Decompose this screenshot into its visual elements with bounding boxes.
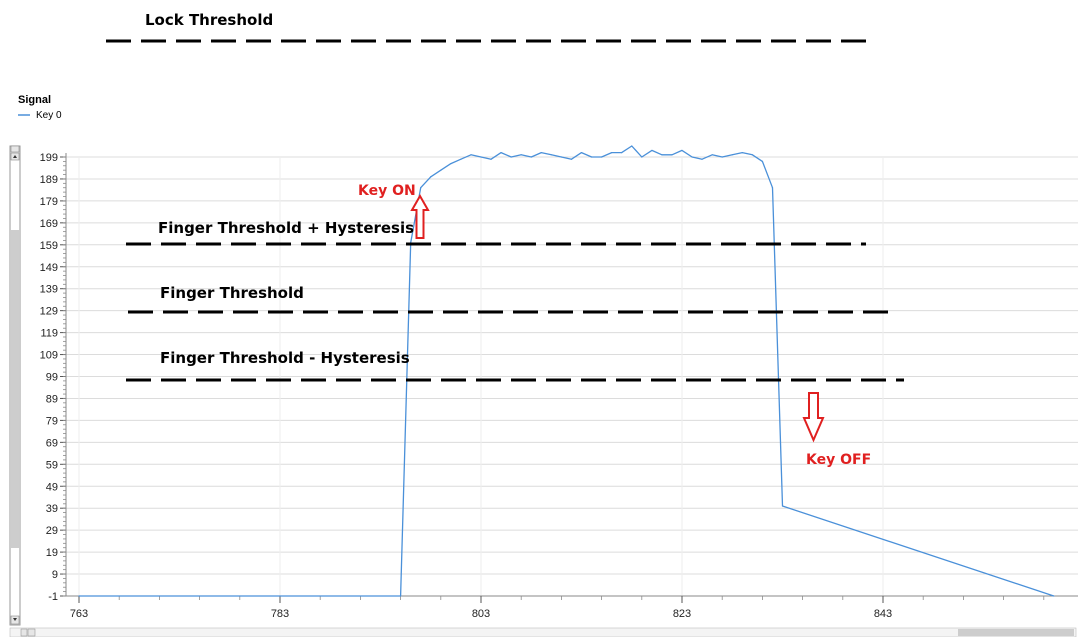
series-point <box>781 505 784 507</box>
series-point <box>580 152 583 154</box>
series-point <box>701 158 703 160</box>
series-point <box>671 154 673 156</box>
scroll-left-icon[interactable] <box>27 628 36 637</box>
y-tick-label: 179 <box>40 196 58 208</box>
series-point <box>530 156 532 158</box>
y-tick-label: -1 <box>48 591 58 603</box>
series-point <box>540 152 542 154</box>
series-point <box>490 158 492 160</box>
y-tick-label: 139 <box>40 284 58 296</box>
y-tick-label: 159 <box>40 240 58 252</box>
series-point <box>771 187 774 189</box>
series-point <box>590 156 593 158</box>
y-tick-label: 99 <box>46 372 58 384</box>
series-point <box>440 169 442 171</box>
y-axis: 1991891791691591491391291191099989796959… <box>40 152 67 603</box>
series-point <box>691 156 693 158</box>
threshold-lock: Lock Threshold <box>106 11 876 43</box>
plot-area: 1991891791691591491391291191099989796959… <box>40 145 1078 620</box>
series-point <box>400 595 402 597</box>
series-point <box>570 158 573 160</box>
series-point <box>450 162 452 165</box>
series-point <box>731 154 733 156</box>
vertical-scrollbar[interactable] <box>9 145 21 626</box>
key-off-label: Key OFF <box>806 452 871 468</box>
y-tick-label: 29 <box>46 525 58 537</box>
y-tick-label: 89 <box>46 393 58 405</box>
y-tick-label: 59 <box>46 459 58 471</box>
y-tick-label: 69 <box>46 437 58 449</box>
series-point <box>611 152 613 154</box>
series-point <box>560 156 563 158</box>
key-on-label: Key ON <box>358 183 416 199</box>
y-tick-label: 149 <box>40 262 58 274</box>
y-tick-label: 129 <box>40 306 58 318</box>
y-tick-label: 19 <box>46 547 58 559</box>
key-on-annotation: Key ON <box>358 183 430 239</box>
series-point <box>621 152 623 154</box>
series-point <box>681 149 683 152</box>
series-point <box>550 154 552 156</box>
x-axis: 763 783 803 823 843 <box>66 595 1078 620</box>
series-point <box>78 595 80 597</box>
scroll-zoom-h-icon[interactable] <box>20 628 28 637</box>
series-point <box>631 145 633 147</box>
y-tick-label: 189 <box>40 174 58 186</box>
series-point <box>510 156 512 158</box>
series-point <box>711 154 713 156</box>
series-point <box>430 176 432 178</box>
y-tick-label: 9 <box>52 569 58 581</box>
series-point <box>420 187 422 189</box>
series-point <box>601 156 603 158</box>
x-tick-label: 803 <box>472 608 490 620</box>
series-point <box>470 154 472 156</box>
x-tick-label: 763 <box>70 608 88 620</box>
threshold-finger-plus: Finger Threshold + Hysteresis <box>126 219 866 246</box>
series-point <box>480 156 482 158</box>
scroll-zoom-icon[interactable] <box>10 145 20 153</box>
series-point <box>751 154 753 156</box>
x-tick-label: 783 <box>271 608 289 620</box>
series-point <box>520 154 522 156</box>
series-line-key0 <box>79 145 1055 597</box>
threshold-finger-plus-label: Finger Threshold + Hysteresis <box>158 219 414 237</box>
series-point <box>761 160 764 162</box>
series-point <box>460 158 462 160</box>
series-point <box>500 152 502 154</box>
series-layer <box>78 145 1055 597</box>
y-tick-label: 39 <box>46 503 58 515</box>
threshold-finger: Finger Threshold <box>128 284 890 314</box>
threshold-finger-minus: Finger Threshold - Hysteresis <box>126 349 904 382</box>
y-tick-label: 79 <box>46 415 58 427</box>
series-point <box>641 156 643 158</box>
down-arrow-icon <box>802 392 825 443</box>
series-point <box>741 152 743 154</box>
threshold-lock-label: Lock Threshold <box>145 11 273 29</box>
threshold-finger-minus-label: Finger Threshold - Hysteresis <box>160 349 410 367</box>
key-off-annotation: Key OFF <box>802 392 871 468</box>
y-tick-label: 109 <box>40 350 58 362</box>
y-tick-label: 169 <box>40 218 58 230</box>
y-tick-label: 119 <box>40 328 58 340</box>
y-tick-label: 199 <box>40 152 58 164</box>
legend-item-key0: Key 0 <box>36 110 62 121</box>
y-tick-label: 49 <box>46 481 58 493</box>
up-arrow-icon <box>410 193 430 239</box>
series-point <box>661 154 663 156</box>
series-point <box>651 149 653 152</box>
x-tick-label: 843 <box>874 608 892 620</box>
threshold-finger-label: Finger Threshold <box>160 284 304 302</box>
x-tick-label: 823 <box>673 608 691 620</box>
legend-title: Signal <box>18 94 51 106</box>
horizontal-scrollbar[interactable] <box>9 627 1077 637</box>
series-point <box>721 156 723 158</box>
series-point <box>1053 595 1055 597</box>
